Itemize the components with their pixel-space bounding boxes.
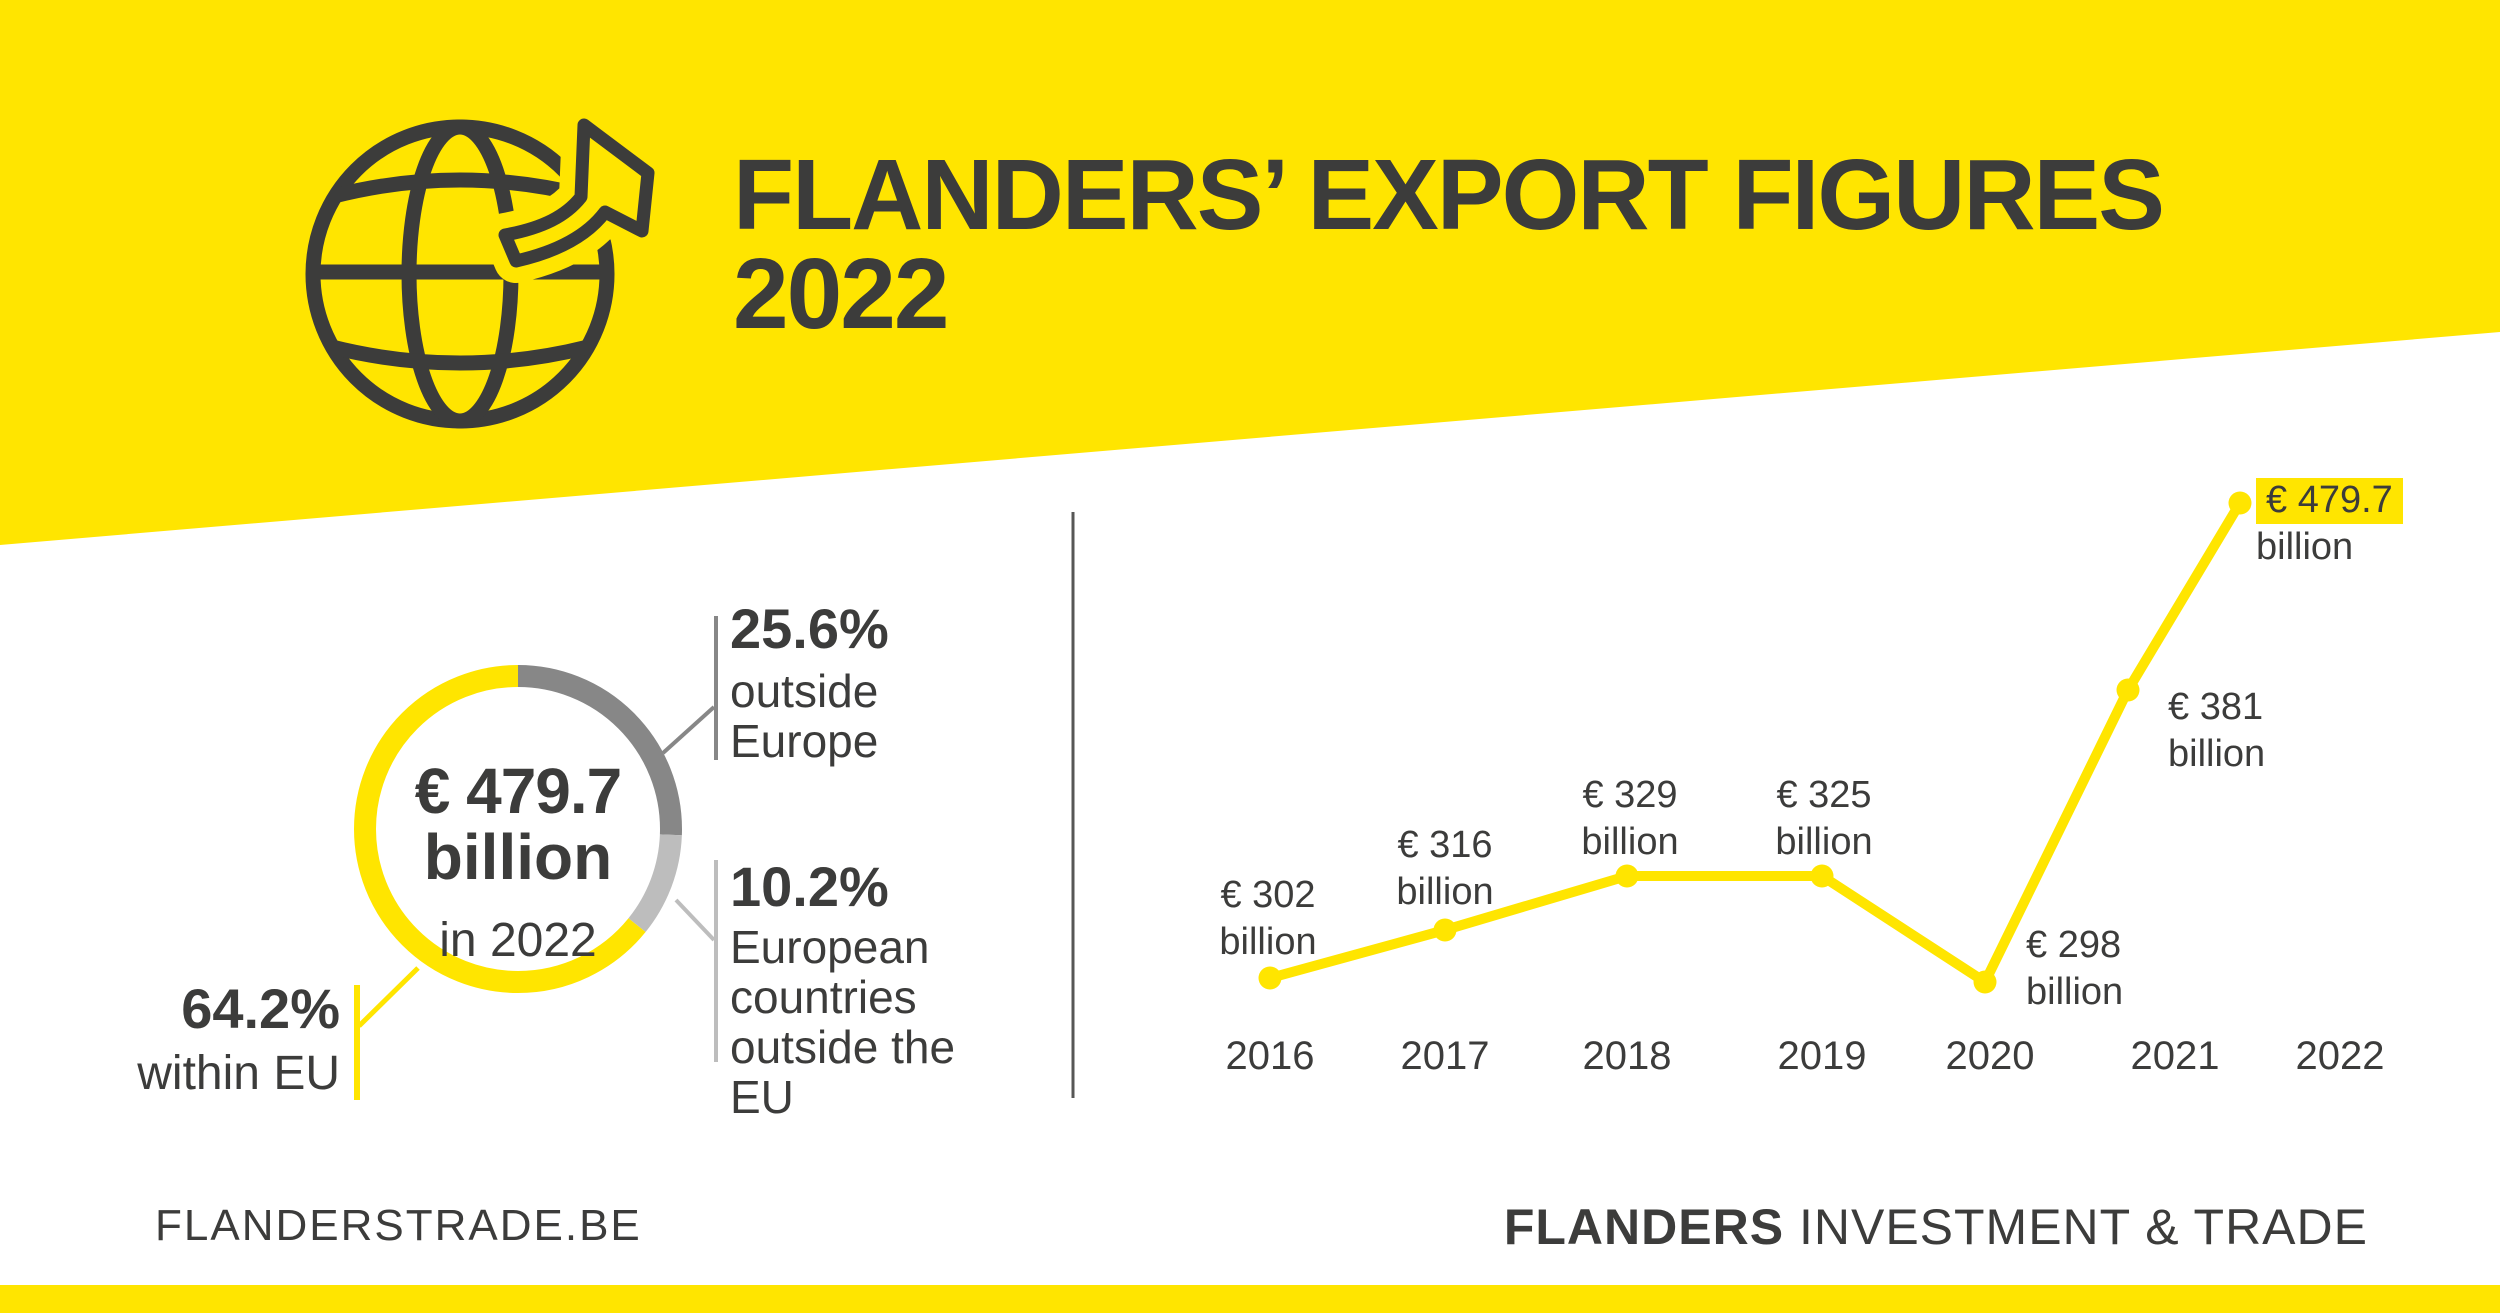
- leader-line: [357, 966, 420, 1028]
- segment-percentage: 10.2%: [730, 855, 889, 918]
- chart-value-label-2017: € 316 billion: [1396, 824, 1494, 913]
- data-point-2020: [1973, 970, 1997, 994]
- chart-value-label-2018: € 329 billion: [1581, 774, 1679, 863]
- leader-line: [674, 898, 716, 942]
- donut-period: in 2022: [439, 914, 597, 967]
- website-text: FLANDERSTRADE.BE: [155, 1201, 642, 1250]
- chart-year-label-2021: 2021: [2130, 1034, 2220, 1078]
- segment-percentage: 64.2%: [181, 977, 340, 1040]
- chart-year-label-2020: 2020: [1945, 1034, 2035, 1078]
- chart-year-label-2019: 2019: [1777, 1034, 1867, 1078]
- segment-label-line: Europe: [730, 715, 879, 767]
- data-point-2019: [1810, 864, 1834, 888]
- chart-year-label-2022: 2022: [2295, 1034, 2385, 1078]
- chart-value-label-2022: € 479.7 billion: [2256, 477, 2403, 571]
- chart-value-label-2020: € 298 billion: [2026, 924, 2124, 1013]
- page-title: FLANDERS’ EXPORT FIGURES 2022: [733, 139, 2165, 350]
- chart-value-label-2016: € 302 billion: [1219, 874, 1317, 963]
- segment-label-line: within EU: [137, 1047, 340, 1100]
- donut-center-label: € 479.7 billion in 2022: [318, 758, 718, 966]
- chart-year-label-2016: 2016: [1225, 1034, 1315, 1078]
- data-point-2017: [1433, 918, 1457, 942]
- donut-label-european-outside-eu: 10.2% European countries outside the EU: [730, 855, 956, 1123]
- page-title-line1: FLANDERS’ EXPORT FIGURES: [733, 139, 2165, 251]
- chart-value-label-2019: € 325 billion: [1775, 774, 1873, 863]
- data-point-2018: [1615, 864, 1639, 888]
- segment-label-line: EU: [730, 1071, 794, 1123]
- globe-export-arrow-icon: [305, 113, 670, 429]
- highlighted-value: € 479.7: [2256, 478, 2403, 524]
- segment-label-line: European: [730, 921, 930, 973]
- segment-label-line: outside the: [730, 1021, 956, 1073]
- page-title-line2: 2022: [733, 238, 949, 350]
- data-point-2022: [2228, 491, 2252, 515]
- brand-wordmark: FLANDERS INVESTMENT & TRADE: [1504, 1198, 2368, 1256]
- donut-segment-within-eu: [354, 665, 682, 993]
- footer-band: [0, 1285, 2500, 1313]
- donut-label-within-eu: 64.2% within EU: [137, 978, 340, 1100]
- brand-wordmark-bold: FLANDERS: [1503, 1199, 1785, 1255]
- segment-label-line: outside: [730, 665, 879, 717]
- chart-value-label-2021: € 381 billion: [2168, 686, 2266, 775]
- segment-percentage: 25.6%: [730, 597, 889, 660]
- donut-total-value: € 479.7: [414, 755, 623, 827]
- donut-total-unit: billion: [423, 821, 613, 893]
- data-point-2021: [2116, 678, 2140, 702]
- segment-label-line: countries: [730, 971, 917, 1023]
- brand-wordmark-rest: INVESTMENT & TRADE: [1798, 1199, 2368, 1255]
- leader-line: [661, 705, 716, 755]
- chart-year-label-2017: 2017: [1400, 1034, 1490, 1078]
- donut-label-outside-europe: 25.6% outside Europe: [730, 597, 889, 767]
- data-point-2016: [1258, 966, 1282, 990]
- chart-year-label-2018: 2018: [1582, 1034, 1672, 1078]
